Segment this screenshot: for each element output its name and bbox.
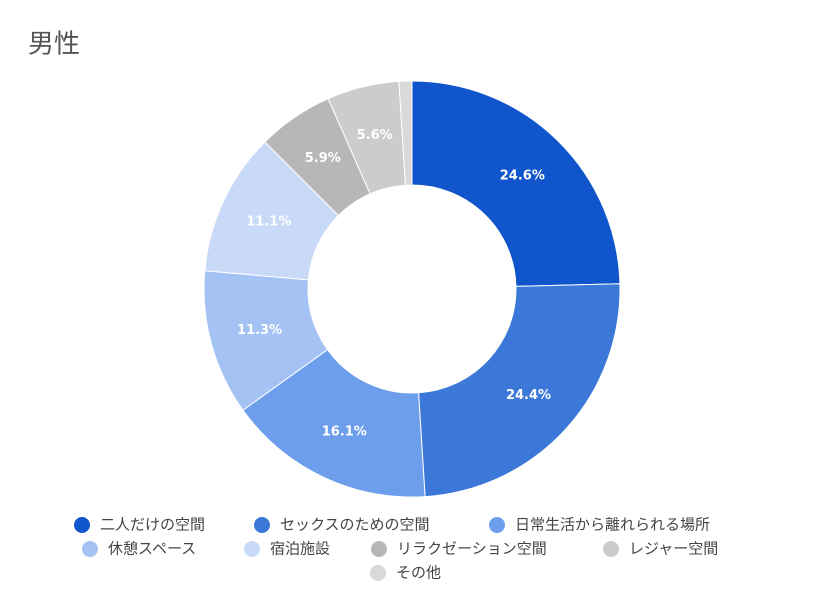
legend-marker — [489, 517, 505, 533]
legend-label: 宿泊施設 — [270, 540, 330, 558]
value-label: 11.3% — [237, 323, 282, 338]
legend-label: 二人だけの空間 — [100, 516, 205, 534]
value-label: 24.6% — [500, 168, 545, 183]
value-label: 16.1% — [322, 424, 367, 439]
legend-marker — [603, 541, 619, 557]
legend-label: 休憩スペース — [108, 540, 196, 558]
value-label: 5.9% — [305, 151, 341, 166]
value-label: 5.6% — [357, 128, 393, 143]
value-label: 11.1% — [246, 215, 291, 230]
legend-marker — [82, 541, 98, 557]
value-label: 24.4% — [506, 388, 551, 403]
legend-label: セックスのための空間 — [280, 516, 430, 534]
legend-label: リラクゼーション空間 — [397, 540, 547, 558]
legend-marker — [370, 565, 386, 581]
legend-marker — [244, 541, 260, 557]
slice — [242, 348, 426, 498]
chart-title: 男性 — [28, 30, 80, 60]
legend-marker — [371, 541, 387, 557]
legend-label: レジャー空間 — [629, 540, 718, 558]
legend-label: その他 — [396, 564, 441, 582]
legend-marker — [74, 517, 90, 533]
slice — [398, 80, 413, 186]
legend-label: 日常生活から離れられる場所 — [515, 516, 710, 534]
slice — [411, 80, 621, 287]
legend-marker — [254, 517, 270, 533]
slice — [417, 283, 621, 498]
